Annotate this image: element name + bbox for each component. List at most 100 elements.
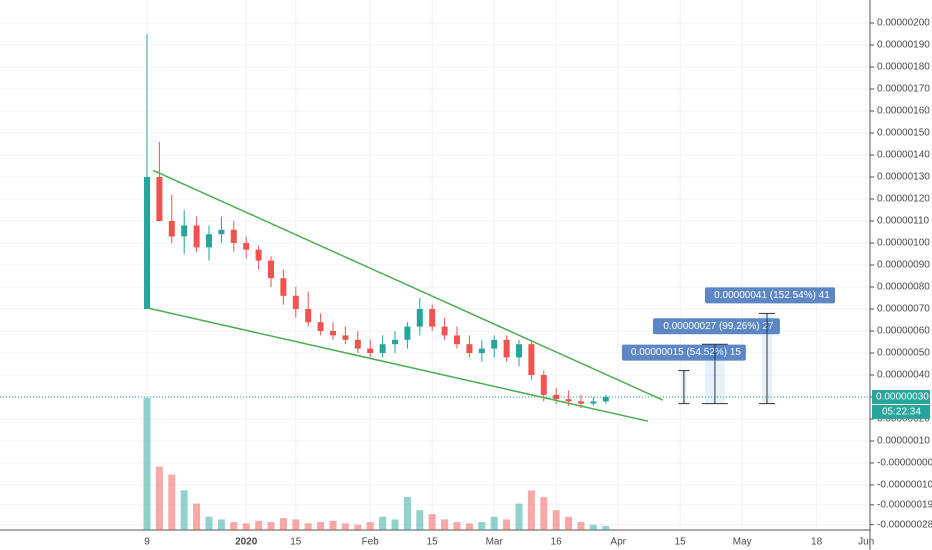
candle-body [503,339,510,358]
candle-body [243,242,250,250]
volume-bar [403,497,411,530]
volume-bar [391,519,399,530]
y-tick-label: 0.00000130 [877,172,930,183]
x-tick-label: Feb [362,537,380,548]
trendline [152,169,664,401]
candle-body [268,260,274,279]
y-tick-label: -0.00000019 [877,499,932,510]
volume-bar [230,522,238,530]
y-tick-label: 0.00000140 [877,150,930,161]
candle-body [144,176,150,310]
candle-body [317,322,324,332]
candle-body [516,344,522,358]
x-tick-label: 2020 [235,537,258,548]
candle-body [305,309,312,323]
x-tick-label: Mar [486,537,504,548]
volume-bar [552,510,560,530]
candle-body [342,335,349,340]
x-tick-label: May [733,537,752,548]
candle-body [181,225,188,237]
candle-body [590,401,597,404]
volume-bar [341,523,349,530]
candle-body [255,249,262,261]
y-tick-label: 0.00000060 [877,326,930,337]
x-tick-label: 15 [675,537,687,548]
candle-body [602,397,609,402]
candle-body [354,339,361,349]
x-tick-label: 16 [551,537,563,548]
volume-bar [478,522,486,530]
volume-bar [180,490,188,530]
volume-bar [503,519,511,530]
measure-label: 0.00000015 (54.52%) 15 [631,347,742,358]
last-price-label: 0.00000030 [876,392,929,403]
candle-body [392,339,398,345]
candle-body [478,348,485,354]
x-tick-label: 15 [427,537,439,548]
volume-bar [416,510,424,530]
volume-bar [267,522,275,530]
candle-body [230,229,237,243]
volume-bar [379,516,387,530]
candle-body [168,220,175,237]
y-tick-label: 0.00000110 [877,216,930,227]
last-price-bg [872,390,930,405]
x-tick-label: 9 [144,537,150,548]
y-tick-label: 0.00000020 [877,414,930,425]
candle-body [379,344,386,354]
volume-bar [602,526,610,530]
candle-body [429,309,436,327]
x-tick-label: Apr [610,537,626,548]
y-tick-label: 0.00000190 [877,40,930,51]
volume-bar [465,523,473,530]
volume-bar [304,523,312,530]
y-tick-label: 0.00000160 [877,106,930,117]
volume-bar [242,523,250,530]
volume-bar [168,474,176,530]
volume-bar [143,398,151,530]
y-tick-label: 0.00000050 [877,348,930,359]
candle-body [156,176,163,221]
volume-bar [565,516,573,530]
measure-label: 0.00000041 (152.54%) 41 [714,290,830,301]
volume-bar [527,490,535,530]
y-tick-label: 0.00000040 [877,370,930,381]
volume-bar [577,522,585,530]
volume-bar [540,497,548,530]
candle-body [553,394,560,400]
candle-body [578,401,584,404]
candle-body [292,295,299,310]
candle-body [491,339,498,349]
volume-bar [589,524,597,530]
volume-bar [515,503,523,530]
measure-label-bg [705,287,835,304]
y-tick-label: 0.00000170 [877,84,930,95]
x-tick-label: 18 [811,537,823,548]
candle-body [441,326,448,336]
y-tick-label: 0.00000070 [877,304,930,315]
y-tick-label: 0.00000090 [877,260,930,271]
candle-body [528,344,535,376]
x-tick-label: Jun [858,537,874,548]
candle-body [565,399,572,402]
volume-bar [329,520,337,530]
volume-bar [279,518,287,530]
candle-body [330,331,336,336]
y-tick-label: -0.00000000 [877,458,932,469]
measure-label-bg [652,318,780,335]
y-tick-label: -0.00000010 [877,480,932,491]
y-tick-label: 0.00000150 [877,128,930,139]
candle-body [206,234,212,248]
volume-bar [441,519,449,530]
candle-body [367,348,374,354]
y-tick-label: 0.00000200 [877,18,930,29]
candle-body [218,229,225,235]
candle-body [540,375,547,395]
y-tick-label: 0.00000120 [877,194,930,205]
volume-bar [193,503,201,530]
volume-bar [490,516,498,530]
trendline [146,307,649,422]
y-tick-label: 0.00000100 [877,238,930,249]
